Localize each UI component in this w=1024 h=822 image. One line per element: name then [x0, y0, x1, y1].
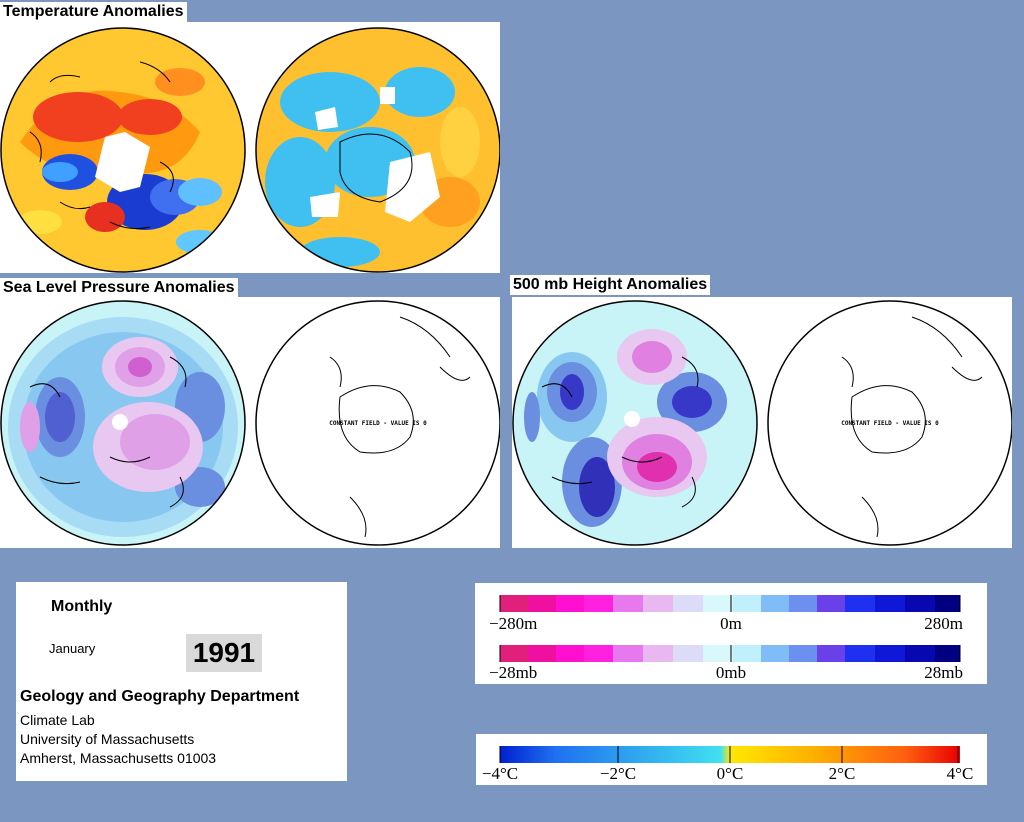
temperature-tick-plus4: 4°C	[947, 764, 974, 783]
height500-anomalies-title: 500 mb Height Anomalies	[510, 275, 711, 295]
slp-anomalies-title: Sea Level Pressure Anomalies	[0, 278, 238, 298]
slp-north-hemisphere	[1, 301, 245, 545]
temperature-legend: −4°C −2°C 0°C 2°C 4°C	[476, 734, 987, 785]
height-color-bar	[499, 595, 961, 612]
slp-south-constant-note: CONSTANT FIELD - VALUE IS 0	[329, 420, 427, 427]
height-pressure-legend: −280m 0m 280m −28mb 0mb 28mb	[475, 583, 987, 684]
height-scale-max: 280m	[924, 614, 963, 633]
temperature-map-panel	[0, 22, 500, 273]
temperature-tick-minus4: −4°C	[482, 764, 518, 783]
height-scale-min: −280m	[489, 614, 537, 633]
height500-south-constant-note: CONSTANT FIELD - VALUE IS 0	[841, 420, 939, 427]
height500-north-hemisphere	[513, 301, 757, 545]
university-label: University of Massachusetts	[20, 731, 195, 747]
department-label: Geology and Geography Department	[20, 688, 300, 705]
temperature-south-hemisphere	[256, 28, 500, 272]
temperature-tick-plus2: 2°C	[829, 764, 856, 783]
temperature-tick-0: 0°C	[717, 764, 744, 783]
temperature-north-hemisphere	[1, 28, 245, 272]
temperature-tick-minus2: −2°C	[600, 764, 636, 783]
pressure-scale-min: −28mb	[489, 663, 537, 682]
slp-map-panel: CONSTANT FIELD - VALUE IS 0	[0, 297, 500, 548]
pressure-scale-max: 28mb	[924, 663, 963, 682]
height500-south-hemisphere: CONSTANT FIELD - VALUE IS 0	[767, 300, 1012, 546]
period-label: Monthly	[51, 598, 113, 615]
height-scale-center: 0m	[720, 614, 742, 633]
info-box: Monthly January 1991 Geology and Geograp…	[16, 582, 347, 781]
pressure-scale-center: 0mb	[716, 663, 746, 682]
height500-map-panel: CONSTANT FIELD - VALUE IS 0	[512, 297, 1012, 548]
month-label: January	[49, 641, 96, 656]
pressure-color-bar	[499, 645, 961, 662]
slp-south-hemisphere: CONSTANT FIELD - VALUE IS 0	[255, 300, 500, 546]
address-label: Amherst, Massachusetts 01003	[20, 750, 217, 766]
temperature-anomalies-title: Temperature Anomalies	[0, 2, 187, 22]
lab-label: Climate Lab	[20, 712, 95, 728]
year-display: 1991	[186, 634, 262, 672]
